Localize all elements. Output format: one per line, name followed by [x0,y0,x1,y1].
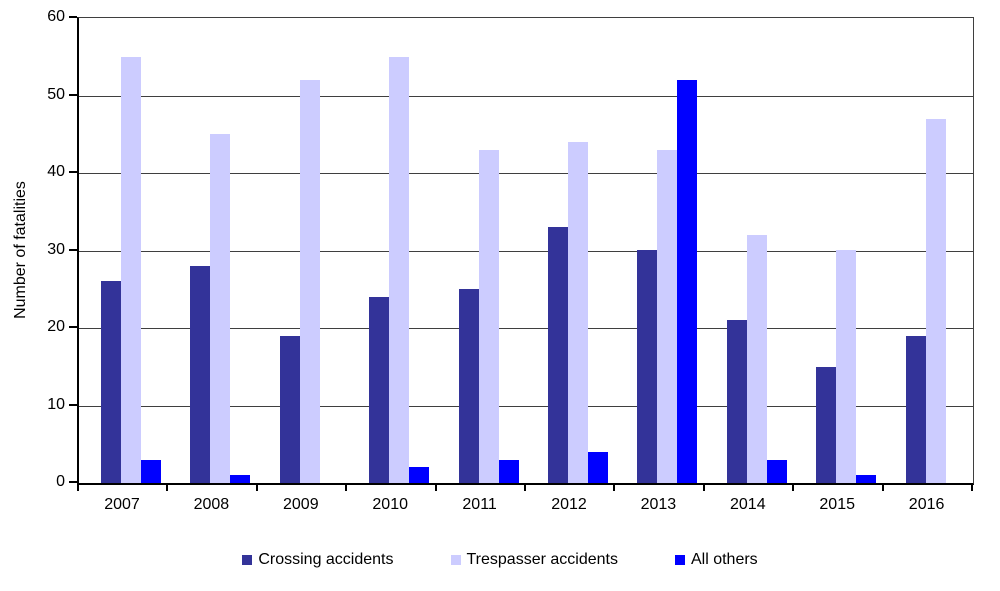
legend-swatch-icon [674,555,685,565]
x-tick-label-2009: 2009 [283,496,319,513]
x-tick-label-2013: 2013 [640,496,677,513]
x-tick-6 [613,484,615,491]
gridline-y-30 [79,250,973,252]
bar-group-2013 [615,18,704,483]
y-tick-50 [69,93,77,96]
bar-group-2011 [437,18,526,483]
bar-group-2014 [705,18,794,483]
bar-group-2012 [526,18,615,483]
bar-all-others-2013 [677,80,698,483]
gridline-y-50 [79,95,973,97]
bar-trespasser-accidents-2011 [478,150,499,483]
y-tick-0 [69,481,77,483]
bar-all-others-2011 [498,460,519,483]
bar-all-others-2010 [409,467,430,483]
bar-trespasser-accidents-2010 [389,57,410,483]
bar-crossing-accidents-2007 [101,281,121,483]
gridline-y-10 [79,405,973,407]
bar-group-2010 [347,18,436,483]
bar-crossing-accidents-2010 [369,297,390,483]
legend-swatch-icon [242,555,253,565]
bar-crossing-accidents-2011 [458,289,479,483]
legend-item-all-others: All others [674,551,758,569]
legend-item-trespasser-accidents: Trespasser accidents [450,551,618,569]
bar-group-2016 [884,18,973,483]
y-tick-label-10: 10 [47,395,65,413]
x-tick-9 [882,484,884,491]
bar-group-2015 [794,18,883,483]
gridline-y-20 [79,328,973,329]
bar-all-others-2008 [230,475,251,483]
y-tick-20 [69,326,77,328]
bar-trespasser-accidents-2016 [925,119,946,483]
y-tick-label-0: 0 [56,473,65,490]
legend-item-crossing-accidents: Crossing accidents [242,551,394,569]
legend-label: Crossing accidents [258,551,394,568]
y-tick-label-60: 60 [47,8,65,25]
x-tick-8 [792,484,794,491]
bar-crossing-accidents-2009 [279,336,300,483]
bar-crossing-accidents-2016 [905,336,926,483]
bar-group-2007 [79,18,168,483]
x-tick-label-2012: 2012 [551,496,587,513]
x-tick-label-2011: 2011 [462,496,497,513]
x-tick-label-2008: 2008 [193,496,230,513]
bar-group-2008 [168,18,257,483]
bar-crossing-accidents-2013 [637,250,658,483]
x-tick-label-2014: 2014 [730,496,766,513]
bar-trespasser-accidents-2007 [121,57,141,483]
x-tick-5 [524,484,526,491]
x-tick-label-2016: 2016 [908,496,945,513]
bar-trespasser-accidents-2012 [568,142,588,483]
bar-all-others-2012 [588,452,608,483]
x-tick-4 [435,484,437,491]
y-tick-label-50: 50 [47,85,65,103]
y-tick-label-20: 20 [47,318,65,335]
legend-label: All others [690,551,758,568]
x-tick-label-2015: 2015 [819,496,855,513]
bar-trespasser-accidents-2015 [836,250,857,483]
bar-crossing-accidents-2015 [816,367,837,483]
x-tick-1 [166,484,168,491]
bar-trespasser-accidents-2008 [210,134,231,483]
bar-trespasser-accidents-2013 [657,150,678,483]
bar-trespasser-accidents-2009 [299,80,320,483]
x-tick-2 [256,484,258,491]
legend-swatch-icon [450,555,461,565]
x-tick-10 [971,484,973,491]
legend-label: Trespasser accidents [466,551,618,568]
bar-all-others-2007 [141,460,161,483]
bar-trespasser-accidents-2014 [746,235,767,483]
bar-crossing-accidents-2012 [548,227,568,483]
bar-all-others-2014 [766,460,787,483]
x-tick-label-2010: 2010 [372,496,408,513]
y-tick-60 [69,16,77,18]
bar-group-2009 [258,18,347,483]
plot-area [77,17,974,485]
bar-crossing-accidents-2008 [190,266,211,483]
y-tick-label-30: 30 [47,240,65,258]
gridline-y-40 [79,173,973,174]
y-tick-30 [69,248,77,251]
chart-legend: Crossing accidents Trespasser accidents Al… [0,551,1000,569]
y-tick-label-40: 40 [47,163,65,180]
x-tick-label-2007: 2007 [104,496,140,513]
y-tick-10 [69,403,77,406]
y-tick-40 [69,171,77,173]
x-tick-0 [77,484,79,491]
x-tick-3 [345,484,347,491]
bar-crossing-accidents-2014 [726,320,747,483]
bar-all-others-2015 [856,475,877,483]
x-tick-7 [703,484,705,491]
